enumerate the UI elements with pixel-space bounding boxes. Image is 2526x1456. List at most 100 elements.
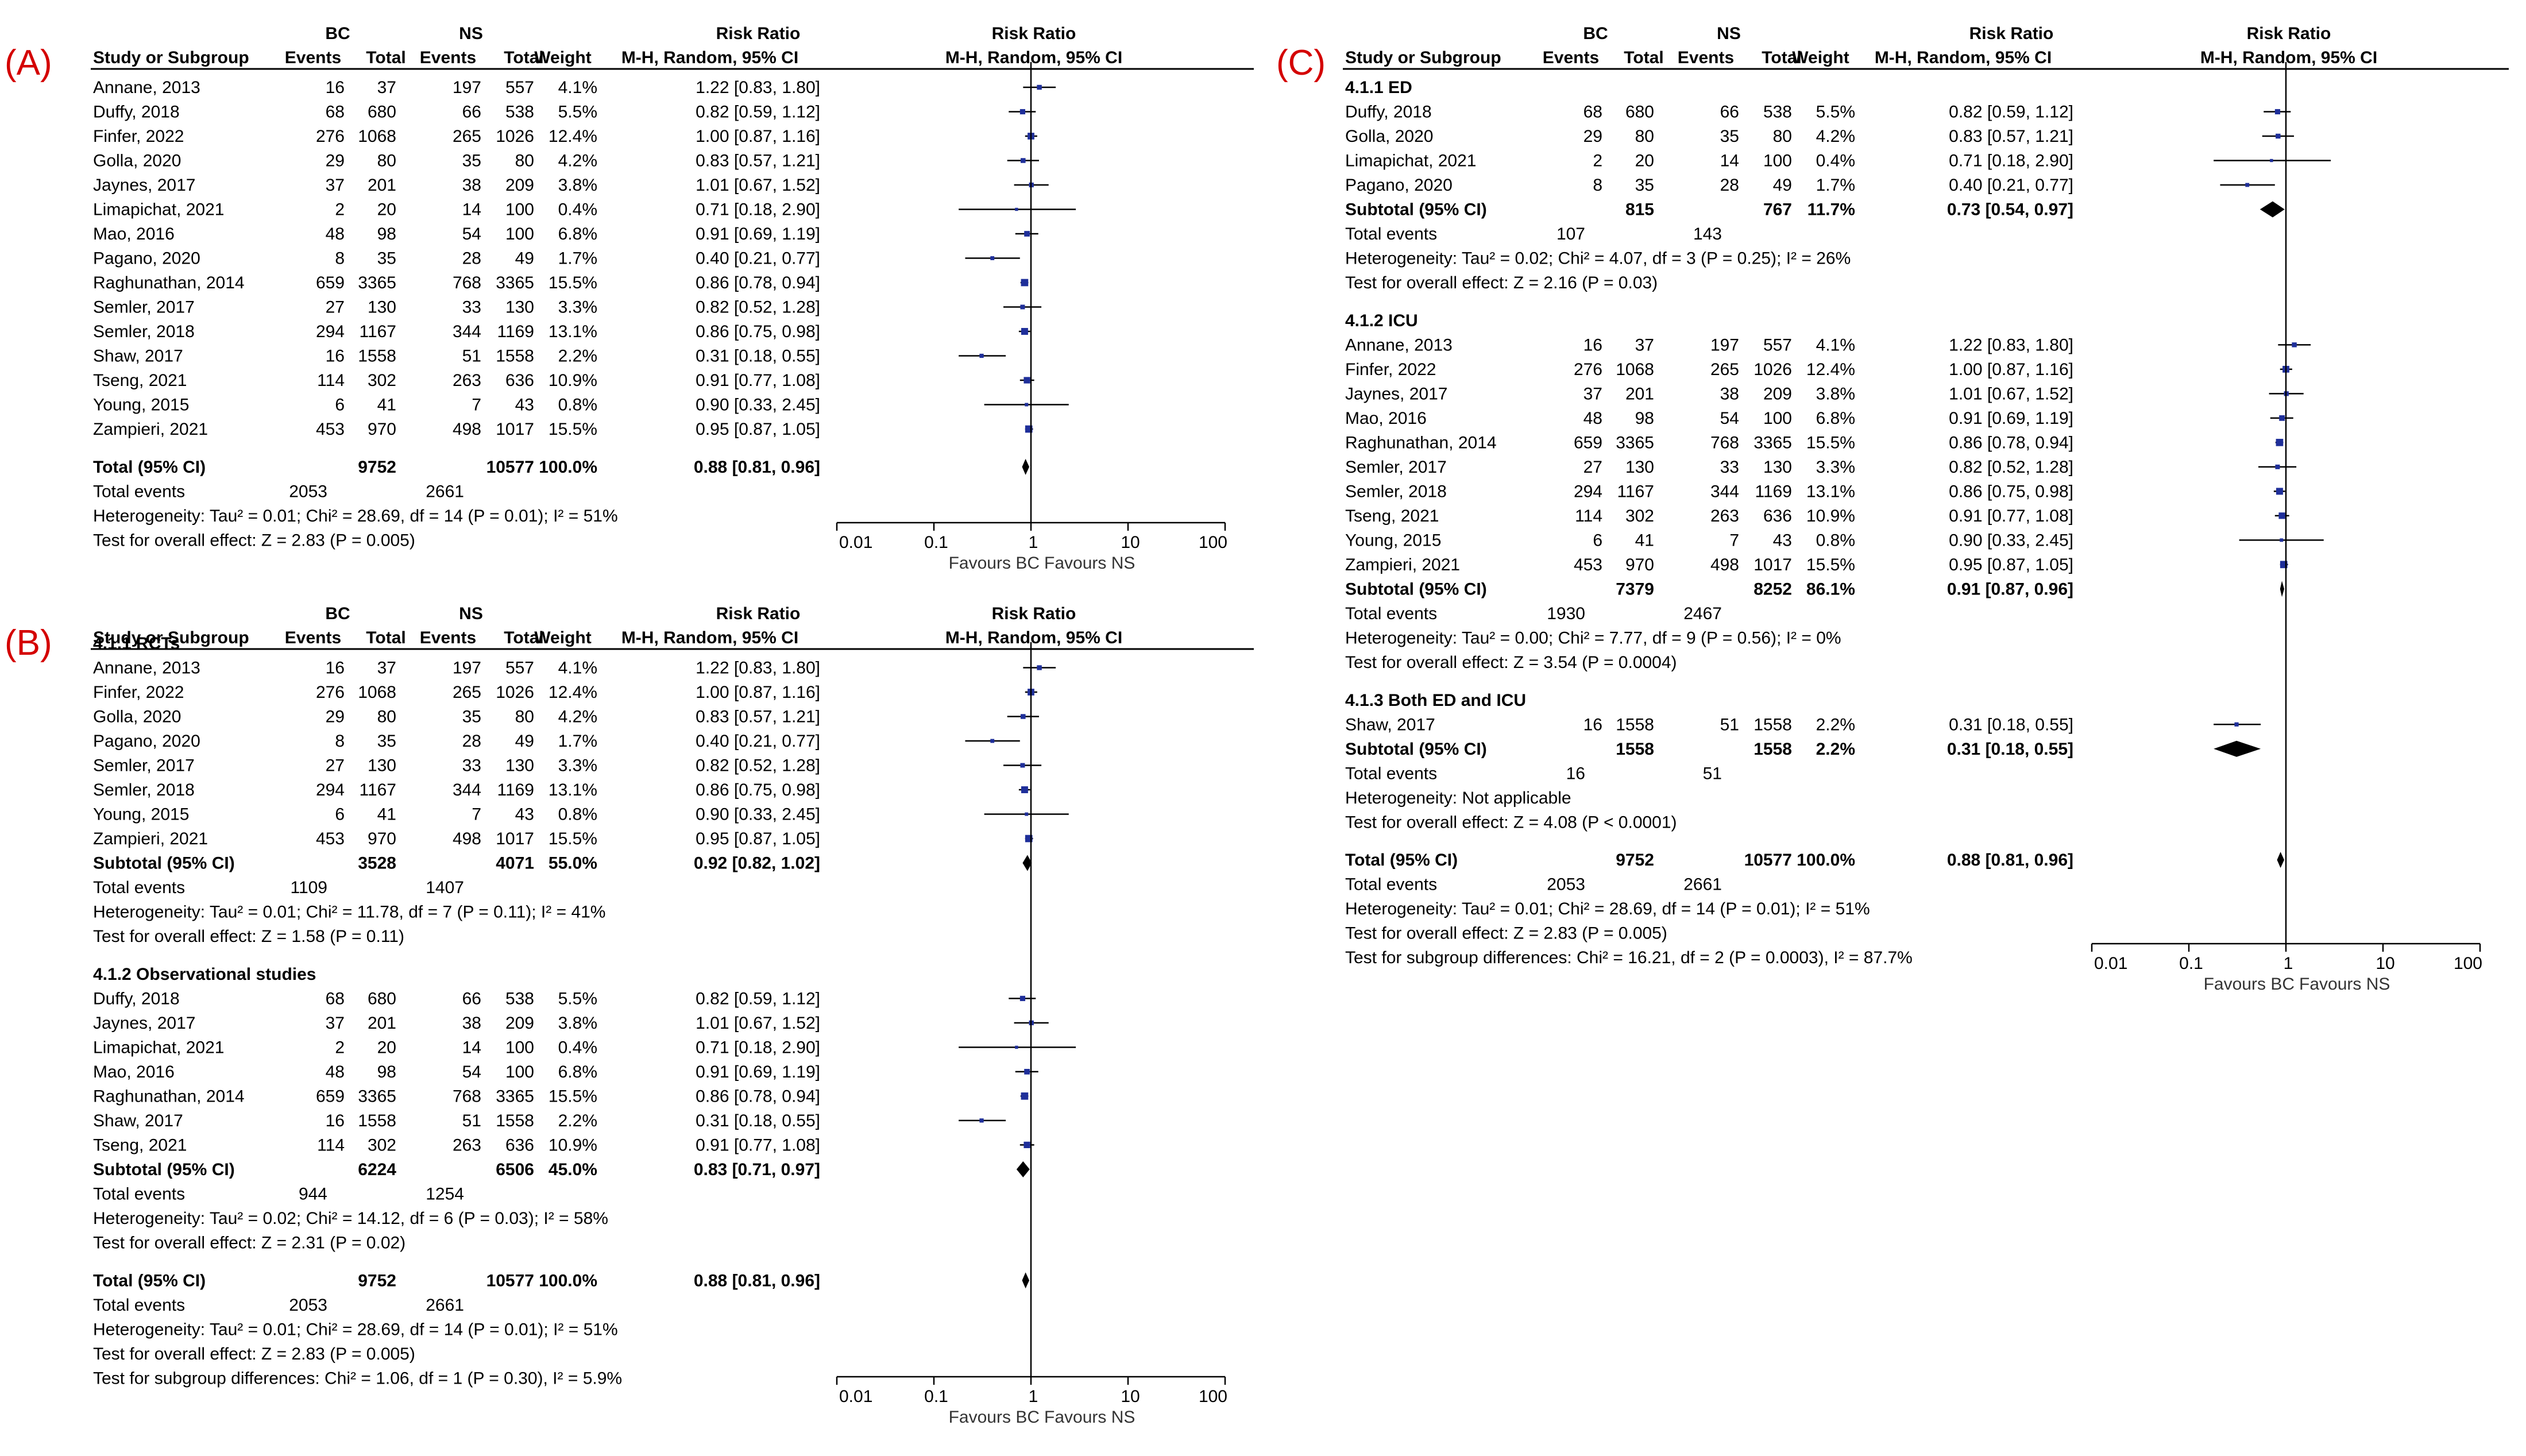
total-diamond	[2277, 852, 2285, 868]
total-ns: 557	[1763, 335, 1792, 354]
events-bc: 68	[326, 103, 345, 122]
header-risk-ratio: Risk Ratio	[716, 24, 801, 43]
risk-ratio-ci: 0.91 [0.69, 1.19]	[1949, 409, 2073, 428]
total-bc: 35	[377, 732, 396, 751]
point-estimate	[2279, 415, 2285, 421]
total-bc: 201	[1625, 384, 1654, 403]
events-ns: 33	[462, 756, 481, 775]
stats-line: Heterogeneity: Tau² = 0.01; Chi² = 28.69…	[1345, 899, 1870, 918]
total-weight: 100.0%	[539, 1271, 597, 1290]
weight: 15.5%	[1806, 555, 1855, 574]
header-plot-title: Risk Ratio	[2247, 24, 2331, 43]
subtotal-ci: 0.73 [0.54, 0.97]	[1947, 200, 2073, 219]
total-ns: 49	[515, 732, 534, 751]
risk-ratio-ci: 1.01 [0.67, 1.52]	[1949, 384, 2073, 403]
total-bc: 1558	[358, 1111, 396, 1130]
weight: 4.1%	[558, 78, 597, 97]
study-row: Golla, 2020 29 80 35 80 4.2% 0.83 [0.57, 1.21]	[93, 708, 1039, 727]
subtotal-n-bc: 3528	[358, 854, 396, 873]
events-bc: 29	[1583, 127, 1602, 146]
weight: 1.7%	[558, 732, 597, 751]
point-estimate	[1021, 1092, 1029, 1100]
total-ns: 100	[505, 1063, 534, 1082]
header-plot-method: M-H, Random, 95% CI	[2200, 48, 2377, 67]
risk-ratio-ci: 0.82 [0.59, 1.12]	[696, 989, 820, 1008]
risk-ratio-ci: 1.01 [0.67, 1.52]	[696, 176, 820, 195]
events-bc: 276	[1574, 360, 1602, 379]
total-bc: 1167	[1617, 482, 1654, 501]
point-estimate	[1021, 328, 1028, 335]
study-row: Zampieri, 2021 453 970 498 1017 15.5% 0.95 [0.…	[1345, 555, 2288, 574]
total-bc: 970	[368, 420, 396, 439]
total-ns: 1558	[1753, 715, 1792, 734]
study-row: Mao, 2016 48 98 54 100 6.8% 0.91 [0.69, 1.19]	[1345, 409, 2293, 428]
weight: 3.8%	[558, 1014, 597, 1033]
subtotal-weight: 2.2%	[1816, 740, 1855, 759]
weight: 15.5%	[1806, 433, 1855, 452]
weight: 13.1%	[549, 322, 597, 341]
risk-ratio-ci: 0.83 [0.57, 1.21]	[1949, 127, 2073, 146]
events-ns: 768	[453, 1087, 481, 1106]
total-bc: 130	[368, 756, 396, 775]
total-bc: 1068	[358, 127, 396, 146]
forest-panel-c: (C) BC NS Risk Ratio Risk Ratio Study or Subg…	[1276, 24, 2509, 994]
weight: 4.2%	[558, 708, 597, 727]
x-tick-label: 0.01	[839, 1387, 872, 1406]
header-group2: NS	[459, 24, 483, 43]
total-ns: 1017	[496, 829, 534, 848]
header-plot-method: M-H, Random, 95% CI	[945, 48, 1122, 67]
events-ns: 38	[1720, 384, 1739, 403]
stats-line: Heterogeneity: Tau² = 0.01; Chi² = 28.69…	[93, 507, 618, 526]
study-name: Tseng, 2021	[1345, 507, 1439, 526]
events-ns: 33	[1720, 458, 1739, 477]
weight: 12.4%	[1806, 360, 1855, 379]
total-ns: 1558	[496, 347, 534, 366]
subtotal-n-ns: 6506	[496, 1160, 534, 1179]
stats-line: Heterogeneity: Tau² = 0.02; Chi² = 14.12…	[93, 1209, 608, 1228]
total-events-label: Total events	[1345, 764, 1437, 783]
events-ns: 263	[453, 371, 481, 390]
events-bc: 659	[1574, 433, 1602, 452]
total-bc: 80	[377, 152, 396, 171]
study-name: Young, 2015	[1345, 531, 1441, 550]
weight: 4.1%	[558, 659, 597, 678]
x-tick-label: 0.01	[2094, 954, 2127, 973]
total-bc: 1167	[359, 781, 396, 800]
subtotal-weight: 11.7%	[1807, 200, 1855, 219]
events-ns: 263	[1710, 507, 1739, 526]
subtotal-weight: 86.1%	[1806, 580, 1855, 598]
risk-ratio-ci: 0.91 [0.77, 1.08]	[696, 371, 820, 390]
events-ns: 38	[462, 1014, 481, 1033]
weight: 12.4%	[549, 683, 597, 702]
stats-line: Heterogeneity: Tau² = 0.01; Chi² = 28.69…	[93, 1320, 618, 1339]
point-estimate	[2276, 488, 2283, 495]
point-estimate	[2278, 512, 2285, 519]
study-name: Golla, 2020	[93, 152, 181, 171]
risk-ratio-ci: 0.86 [0.75, 0.98]	[1949, 482, 2073, 501]
risk-ratio-ci: 0.95 [0.87, 1.05]	[696, 829, 820, 848]
point-estimate	[1024, 1069, 1030, 1075]
total-ns: 209	[1763, 384, 1792, 403]
stats-line: Test for overall effect: Z = 2.83 (P = 0…	[93, 1345, 415, 1364]
study-row: Pagano, 2020 8 35 28 49 1.7% 0.40 [0.21, 0.77]	[93, 249, 1020, 268]
subtotal-label: Subtotal (95% CI)	[1345, 200, 1487, 219]
total-events-label: Total events	[1345, 225, 1437, 244]
events-ns: 66	[462, 989, 481, 1008]
header-events-ns: Events	[420, 628, 476, 647]
x-tick-label: 100	[2454, 954, 2482, 973]
point-estimate	[979, 353, 984, 358]
events-bc: 68	[1583, 103, 1602, 122]
study-row: Limapichat, 2021 2 20 14 100 0.4% 0.71 [0.18, …	[93, 200, 1076, 219]
study-row: Tseng, 2021 114 302 263 636 10.9% 0.91 [0.77, …	[1345, 507, 2289, 526]
point-estimate	[979, 1118, 984, 1123]
events-bc: 16	[326, 659, 345, 678]
weight: 0.8%	[558, 805, 597, 824]
total-bc: 3365	[1616, 433, 1654, 452]
total-bc: 41	[377, 805, 396, 824]
total-n-bc: 9752	[358, 1271, 396, 1290]
total-events-label: Total events	[93, 1296, 185, 1315]
weight: 5.5%	[1816, 103, 1855, 122]
total-ns: 100	[505, 1038, 534, 1057]
x-tick-label: 1	[1029, 533, 1038, 552]
subtotal-n-ns: 8252	[1753, 580, 1792, 598]
